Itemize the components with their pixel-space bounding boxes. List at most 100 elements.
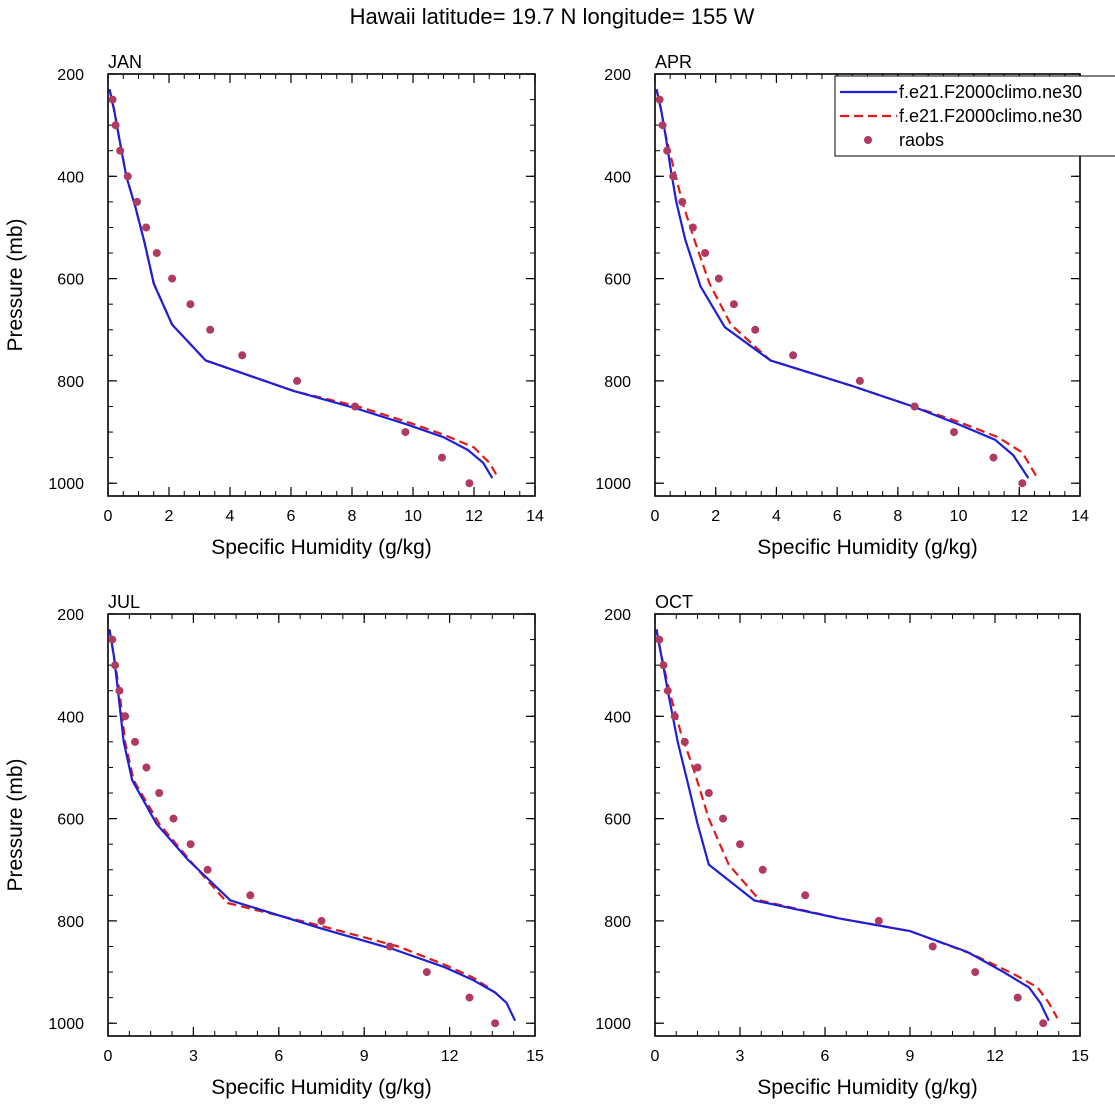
y-tick-label: 600 xyxy=(57,812,84,829)
raobs-point xyxy=(186,300,195,309)
y-axis-title: Pressure (mb) xyxy=(4,758,27,891)
x-tick-label: 6 xyxy=(287,508,296,525)
raobs-point xyxy=(801,891,810,900)
x-tick-label: 8 xyxy=(348,508,357,525)
raobs-point xyxy=(246,891,255,900)
legend: f.e21.F2000climo.ne30 f.e21.F2000climo.ne… xyxy=(834,75,1115,157)
x-tick-label: 0 xyxy=(104,1048,113,1065)
raobs-point xyxy=(874,916,883,925)
y-tick-label: 1000 xyxy=(48,476,84,493)
raobs-point xyxy=(655,635,664,644)
raobs-point xyxy=(680,737,689,746)
raobs-point xyxy=(1013,993,1022,1002)
x-tick-label: 6 xyxy=(821,1048,830,1065)
y-tick-label: 200 xyxy=(57,607,84,624)
raobs-point xyxy=(133,197,141,206)
x-tick-label: 14 xyxy=(526,508,544,525)
raobs-point xyxy=(789,351,798,360)
x-tick-label: 3 xyxy=(189,1048,198,1065)
x-tick-label: 10 xyxy=(950,508,968,525)
raobs-point xyxy=(293,376,302,385)
x-tick-label: 12 xyxy=(465,508,483,525)
raobs-point xyxy=(111,121,120,130)
x-tick-label: 14 xyxy=(1071,508,1089,525)
raobs-point xyxy=(655,95,664,104)
raobs-point xyxy=(155,789,164,797)
legend-marker-dot xyxy=(864,136,872,144)
series-solid-line xyxy=(655,629,1050,1022)
raobs-point xyxy=(678,197,687,206)
panels: JAN 0 2 4 6 8 10 12 14 200 400 600 800 1000 Specific H… xyxy=(4,52,1089,1099)
raobs-point xyxy=(729,300,738,309)
x-tick-label: 8 xyxy=(893,508,902,525)
y-tick-label: 200 xyxy=(57,67,84,84)
raobs-point xyxy=(115,686,124,695)
x-tick-label: 4 xyxy=(226,508,235,525)
y-tick-label: 1000 xyxy=(595,1016,631,1033)
series-solid-line xyxy=(655,89,1030,479)
series-dashed-line xyxy=(655,629,1059,1019)
x-tick-label: 9 xyxy=(360,1048,369,1065)
x-axis-title: Specific Humidity (g/kg) xyxy=(211,536,432,559)
x-tick-label: 3 xyxy=(736,1048,745,1065)
raobs-point xyxy=(131,737,139,746)
raobs-point xyxy=(238,351,247,360)
x-tick-label: 12 xyxy=(441,1048,459,1065)
raobs-point xyxy=(108,635,117,644)
y-tick-label: 600 xyxy=(57,272,84,289)
raobs-point xyxy=(108,95,117,104)
raobs-point xyxy=(659,661,668,670)
raobs-point xyxy=(121,712,130,721)
plot-frame xyxy=(107,613,536,1037)
raobs-point xyxy=(669,172,678,181)
x-axis-title: Specific Humidity (g/kg) xyxy=(757,536,978,559)
series-dashed-line xyxy=(108,89,500,479)
x-tick-label: 2 xyxy=(165,508,174,525)
panel-label: JUL xyxy=(108,592,140,612)
legend-label: raobs xyxy=(899,130,944,150)
y-tick-label: 200 xyxy=(604,607,631,624)
raobs-point xyxy=(203,865,212,874)
figure-title: Hawaii latitude= 19.7 N longitude= 155 W xyxy=(350,4,755,29)
panel-label: OCT xyxy=(655,592,693,612)
panel-apr: APR 0 2 4 6 8 10 12 14 200 400 600 800 1000 Specific H… xyxy=(595,52,1089,559)
y-axis-title: Pressure (mb) xyxy=(4,218,27,351)
raobs-point xyxy=(688,223,697,232)
raobs-point xyxy=(950,428,958,437)
series-solid-line xyxy=(108,89,494,479)
plot-frame xyxy=(654,613,1081,1037)
x-tick-label: 10 xyxy=(404,508,422,525)
raobs-point xyxy=(186,840,195,849)
plot-frame xyxy=(107,73,536,497)
legend-label: f.e21.F2000climo.ne30 xyxy=(899,106,1082,126)
panel-label: JAN xyxy=(108,52,142,72)
raobs-point xyxy=(971,968,980,977)
y-tick-label: 800 xyxy=(604,374,631,391)
raobs-point xyxy=(123,172,132,181)
raobs-point xyxy=(701,249,710,257)
y-tick-label: 400 xyxy=(604,169,631,186)
raobs-point xyxy=(736,840,744,849)
raobs-point xyxy=(116,146,125,155)
x-tick-label: 4 xyxy=(772,508,781,525)
raobs-point xyxy=(663,686,672,695)
raobs-point xyxy=(206,325,215,334)
panel-label: APR xyxy=(655,52,692,72)
raobs-point xyxy=(719,814,727,823)
y-tick-label: 800 xyxy=(604,914,631,931)
x-tick-label: 9 xyxy=(906,1048,915,1065)
raobs-point xyxy=(670,712,679,721)
x-tick-label: 6 xyxy=(274,1048,283,1065)
raobs-point xyxy=(751,325,760,334)
data-layer xyxy=(108,629,517,1028)
y-tick-label: 600 xyxy=(604,812,631,829)
y-tick-label: 800 xyxy=(57,374,84,391)
raobs-point xyxy=(169,814,178,823)
raobs-point xyxy=(401,428,410,437)
raobs-point xyxy=(111,661,120,670)
x-tick-label: 12 xyxy=(986,1048,1004,1065)
panel-jul: JUL 0 3 6 9 12 15 200 400 600 800 1000 Specific Humi… xyxy=(4,592,544,1099)
raobs-point xyxy=(910,402,919,411)
raobs-point xyxy=(1018,479,1027,488)
x-tick-label: 0 xyxy=(104,508,113,525)
